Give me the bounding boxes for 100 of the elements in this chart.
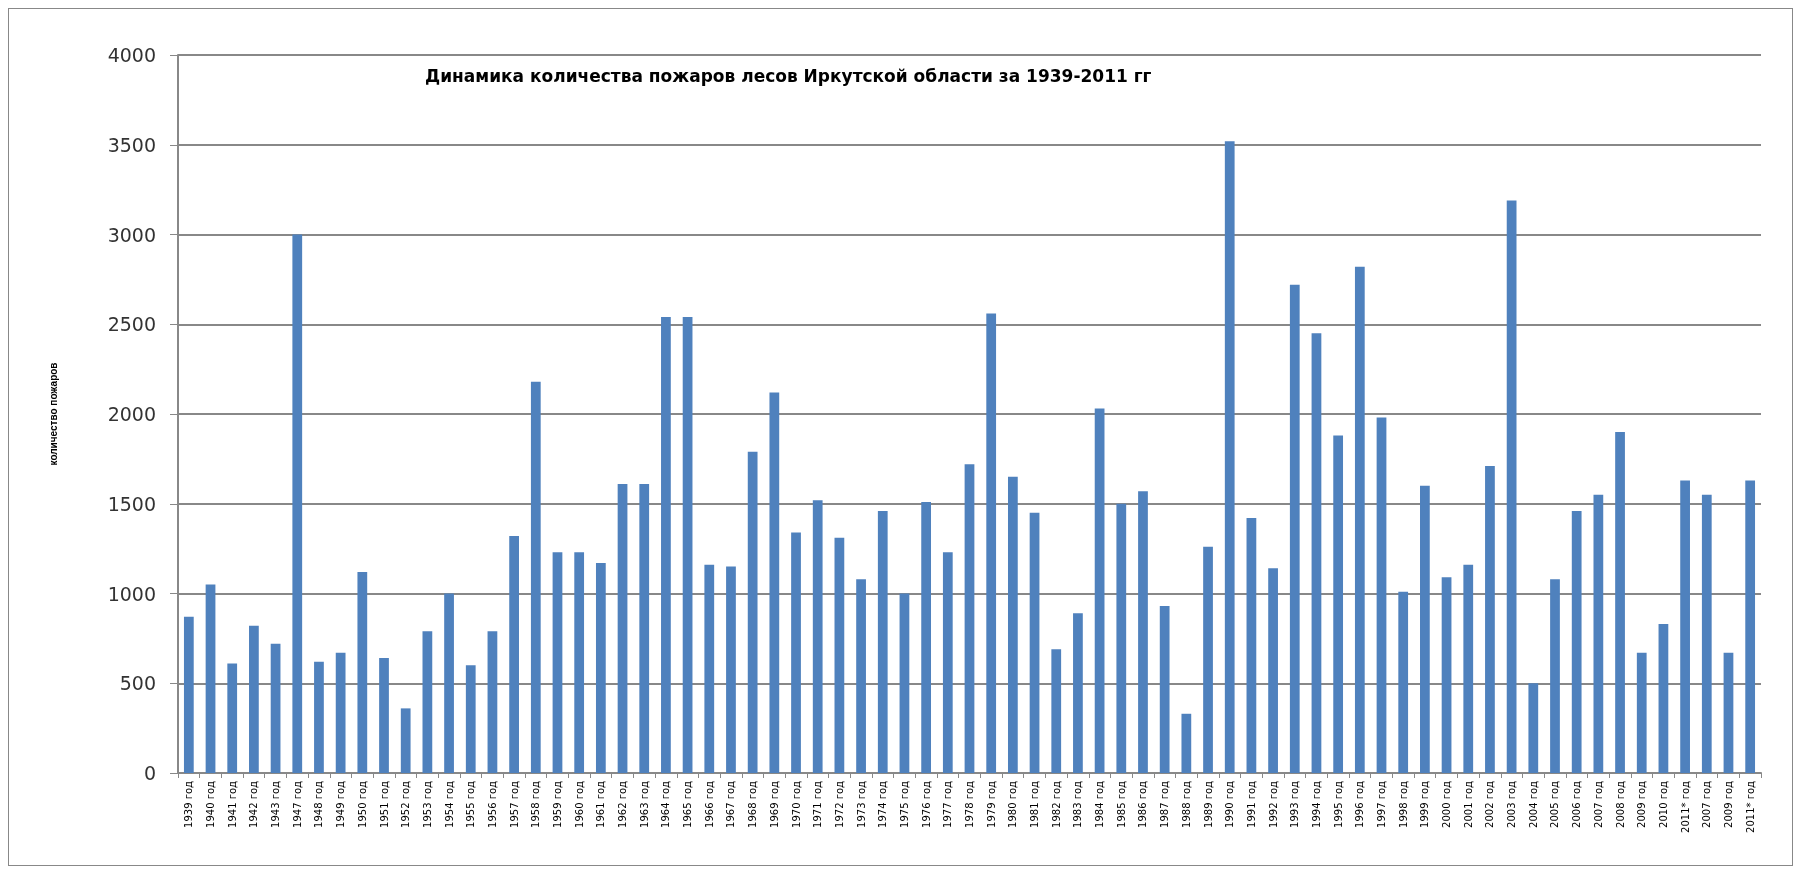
- x-tick-label: 1940 год: [205, 780, 217, 828]
- x-tick-label: 1990 год: [1224, 780, 1236, 828]
- bar: [227, 663, 238, 773]
- x-tick-label: 1955 год: [465, 780, 477, 828]
- bar: [617, 484, 628, 773]
- x-tick-label: 2004 год: [1527, 780, 1539, 828]
- y-tick-label: 500: [119, 672, 156, 695]
- bar: [1528, 683, 1539, 773]
- x-tick-label: 1973 год: [855, 780, 867, 828]
- bar: [1658, 624, 1669, 773]
- x-tick-label: 1977 год: [942, 780, 954, 828]
- x-tick-label: 2005 год: [1549, 780, 1561, 828]
- y-tick-label: 3500: [107, 133, 156, 156]
- bar: [877, 510, 888, 773]
- bar: [1354, 266, 1365, 773]
- x-tick-label: 2009 год: [1636, 780, 1648, 828]
- bar: [1420, 485, 1430, 773]
- bar: [1463, 564, 1474, 773]
- bar: [1289, 284, 1300, 773]
- x-tick-label: 1947 год: [291, 780, 303, 828]
- x-tick-label: 1967 год: [725, 780, 737, 828]
- bar: [1550, 579, 1560, 773]
- x-tick-label: 1963 год: [638, 780, 650, 828]
- bar: [747, 451, 758, 773]
- x-tick-label: 1979 год: [985, 780, 997, 828]
- y-tick-label: 2000: [107, 403, 156, 425]
- bar: [1246, 518, 1257, 773]
- x-tick-label: 1974 год: [877, 780, 889, 828]
- x-tick-label: 1948 год: [313, 780, 325, 828]
- x-tick-label: 1997 год: [1376, 780, 1388, 828]
- x-tick-label: 1954 год: [443, 780, 455, 828]
- bar: [357, 571, 368, 773]
- bar: [292, 234, 303, 773]
- x-tick-label: 1984 год: [1094, 780, 1106, 828]
- bar: [942, 552, 953, 773]
- bar: [1701, 494, 1712, 773]
- x-tick-label: 1953 год: [421, 780, 433, 828]
- bar: [986, 313, 997, 773]
- x-tick-label: 2009 год: [1722, 780, 1734, 828]
- x-tick-label: 2011* год: [1744, 780, 1756, 833]
- bar: [661, 317, 671, 773]
- x-tick-label: 2011* год: [1679, 780, 1691, 833]
- x-tick-label: 1995 год: [1332, 780, 1344, 828]
- bar: [1203, 546, 1213, 773]
- x-tick-label: 1998 год: [1397, 780, 1409, 828]
- bar: [1593, 494, 1604, 773]
- x-tick-label: 1985 год: [1115, 780, 1127, 828]
- bar: [1571, 510, 1582, 773]
- x-tick-label: 1996 год: [1354, 780, 1366, 828]
- x-tick-label: 1972 год: [833, 780, 845, 828]
- bar: [205, 584, 216, 773]
- bar: [1398, 591, 1409, 773]
- x-tick-label: 1942 год: [248, 780, 260, 828]
- bar: [899, 593, 910, 773]
- y-tick-label: 1000: [107, 582, 156, 605]
- bar: [964, 464, 975, 773]
- bar: [834, 537, 845, 773]
- x-tick-label: 1959 год: [551, 780, 563, 828]
- x-tick-label: 1980 год: [1007, 780, 1019, 828]
- bar: [1051, 649, 1062, 773]
- bar: [639, 484, 650, 773]
- x-tick-label: 2006 год: [1571, 780, 1583, 828]
- bar: [1029, 512, 1040, 773]
- x-tick-label: 1971 год: [812, 780, 824, 828]
- bar: [335, 652, 346, 773]
- bar: [379, 658, 389, 773]
- y-tick-label: 3000: [107, 223, 156, 246]
- bar: [1268, 568, 1278, 773]
- bar: [465, 665, 476, 773]
- bar: [1073, 613, 1083, 773]
- bar: [1094, 408, 1105, 773]
- x-tick-label: 1994 год: [1310, 780, 1322, 828]
- x-tick-label: 1958 год: [530, 780, 542, 828]
- x-tick-label: 1988 год: [1180, 780, 1192, 828]
- bar: [595, 562, 606, 773]
- x-tick-label: 1964 год: [660, 780, 672, 828]
- x-tick-label: 2008 год: [1614, 780, 1626, 828]
- x-tick-label: 1952 год: [400, 780, 412, 828]
- bar: [1159, 606, 1170, 773]
- bar: [1224, 141, 1235, 773]
- bar: [1116, 503, 1127, 773]
- bar: [1723, 652, 1734, 773]
- x-tick-label: 1962 год: [617, 780, 629, 828]
- bar: [183, 616, 194, 773]
- bar: [530, 381, 541, 773]
- x-tick-label: 1941 год: [226, 780, 238, 828]
- bar: [509, 536, 519, 773]
- x-tick-label: 1956 год: [486, 780, 498, 828]
- x-tick-label: 1981 год: [1029, 780, 1041, 828]
- x-tick-label: 1987 год: [1159, 780, 1171, 828]
- x-tick-label: 1975 год: [898, 780, 910, 828]
- bar: [1485, 466, 1495, 773]
- bar: [726, 566, 736, 773]
- x-tick-label: 2002 год: [1484, 780, 1496, 828]
- bar: [487, 631, 498, 773]
- bar: [552, 552, 563, 773]
- bar: [1333, 435, 1344, 773]
- bar: [921, 501, 932, 773]
- x-tick-label: 1965 год: [682, 780, 694, 828]
- x-tick-label: 1939 год: [183, 780, 195, 828]
